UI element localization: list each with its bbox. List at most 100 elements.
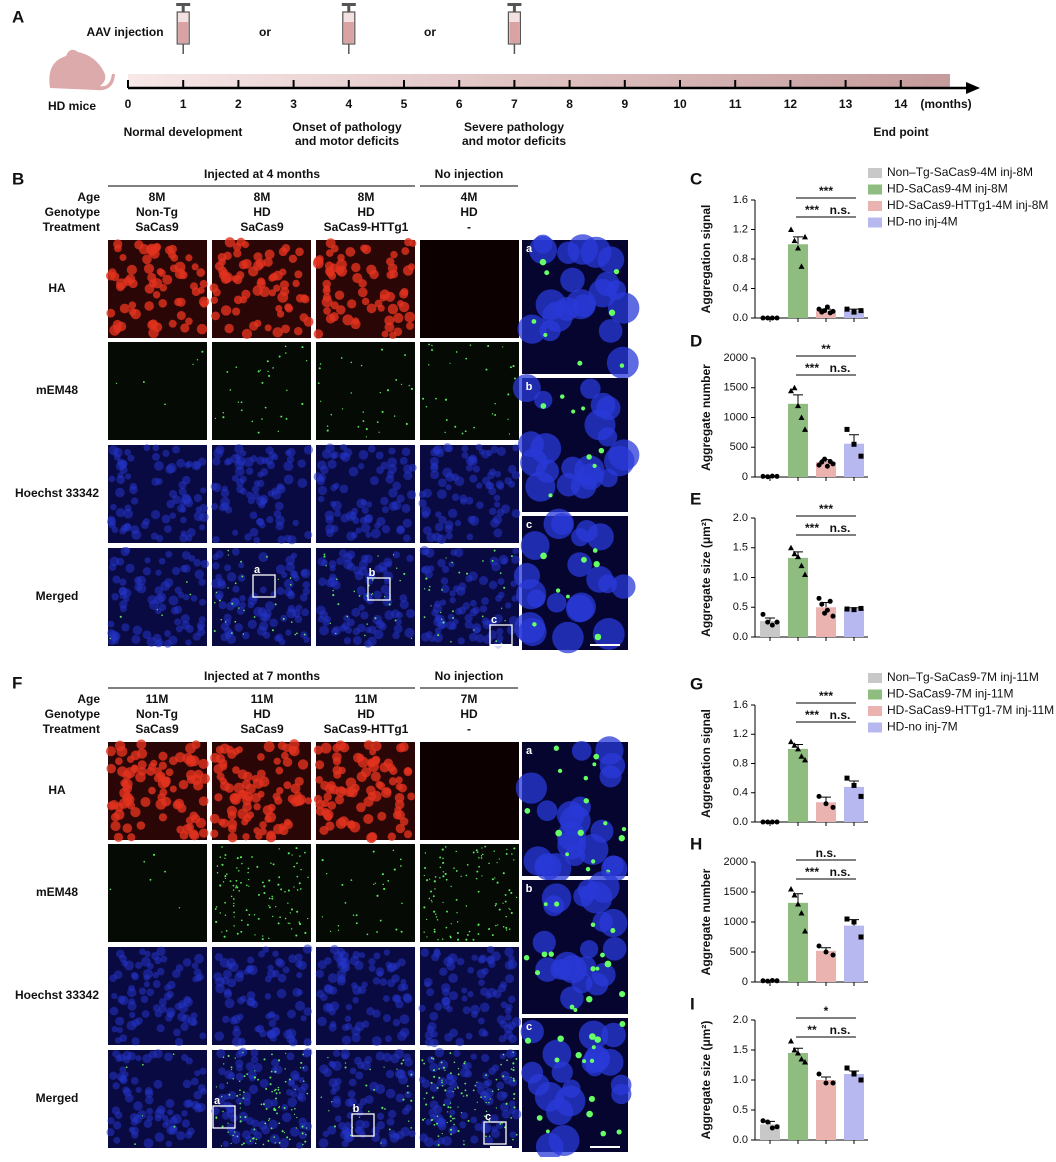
point <box>844 1065 850 1071</box>
cell <box>179 506 187 513</box>
cell <box>369 476 379 486</box>
aggregate <box>583 775 589 781</box>
cell <box>294 633 297 636</box>
cell <box>327 576 338 587</box>
cell <box>268 1119 278 1130</box>
cell <box>406 554 414 563</box>
cell <box>306 1092 309 1095</box>
cell <box>144 301 154 311</box>
cell <box>389 766 398 775</box>
cell <box>353 590 356 593</box>
micrograph <box>107 546 210 648</box>
cell <box>241 575 244 578</box>
cell <box>325 565 327 567</box>
cell <box>304 851 306 854</box>
cell <box>239 1089 241 1092</box>
cell <box>291 854 293 856</box>
cell <box>153 633 162 643</box>
cell <box>432 1057 435 1060</box>
cell <box>234 466 245 477</box>
cell <box>127 454 135 462</box>
cell <box>200 1087 207 1095</box>
cell <box>334 290 345 300</box>
cell <box>108 521 116 529</box>
cell <box>111 1025 118 1033</box>
cell <box>434 1002 443 1011</box>
aggregate <box>613 268 620 275</box>
nucleus <box>518 617 547 647</box>
cell <box>200 559 210 568</box>
cell <box>115 507 126 518</box>
nucleus <box>598 319 623 343</box>
cell <box>430 462 439 470</box>
cell <box>441 1085 444 1087</box>
cell <box>478 448 485 455</box>
cell <box>182 958 192 967</box>
cell <box>222 1110 224 1113</box>
cell <box>196 323 208 335</box>
aggregate <box>595 966 600 971</box>
cell <box>254 319 262 328</box>
cell <box>148 786 156 795</box>
cell <box>469 599 477 607</box>
cell <box>172 969 181 979</box>
significance-label: n.s. <box>830 708 851 722</box>
point <box>816 793 822 799</box>
cell <box>359 1097 368 1106</box>
aggregate <box>545 1129 550 1134</box>
month-label: 9 <box>621 97 628 111</box>
cell <box>198 796 209 807</box>
cell <box>442 467 453 478</box>
cell <box>303 1038 312 1047</box>
nucleus <box>597 246 625 273</box>
timeline-arrow <box>966 82 980 94</box>
nucleus <box>528 235 558 265</box>
cell <box>266 1029 275 1038</box>
cell <box>452 1090 454 1093</box>
aggregate <box>575 1051 582 1059</box>
cell <box>186 823 195 832</box>
bar <box>816 1080 836 1140</box>
cell <box>132 625 143 636</box>
cell <box>400 1126 411 1137</box>
cell <box>283 474 294 485</box>
cell <box>116 475 126 485</box>
point <box>851 1071 857 1077</box>
cell <box>304 530 313 539</box>
cell <box>334 510 342 518</box>
cell <box>215 753 226 764</box>
cell <box>505 915 507 918</box>
aggregate <box>590 859 596 864</box>
cell <box>113 970 123 980</box>
cell <box>120 460 128 468</box>
cell <box>278 1105 281 1108</box>
cell <box>281 1130 284 1133</box>
cell <box>428 588 431 591</box>
cell <box>464 613 473 623</box>
legend-label: HD-no inj-7M <box>887 720 958 734</box>
cell <box>277 578 279 580</box>
or-label: or <box>259 25 271 39</box>
cell <box>352 914 355 916</box>
point <box>795 553 801 560</box>
cell <box>337 929 340 931</box>
y-tick-label: 0.5 <box>733 1104 748 1116</box>
cell <box>509 1131 517 1138</box>
cell <box>247 871 249 874</box>
cell <box>513 1106 516 1109</box>
micrograph <box>209 237 314 340</box>
cell <box>466 533 474 541</box>
cell <box>433 1075 436 1078</box>
cell <box>464 1089 467 1092</box>
point <box>765 619 771 625</box>
cell <box>109 888 112 891</box>
cell <box>418 499 427 508</box>
point <box>858 1077 864 1083</box>
point <box>798 910 805 916</box>
cell <box>318 367 321 370</box>
cell <box>504 960 514 970</box>
cell <box>329 622 332 625</box>
cell <box>390 250 398 259</box>
timeline-band <box>128 74 950 88</box>
bar <box>788 1053 808 1140</box>
